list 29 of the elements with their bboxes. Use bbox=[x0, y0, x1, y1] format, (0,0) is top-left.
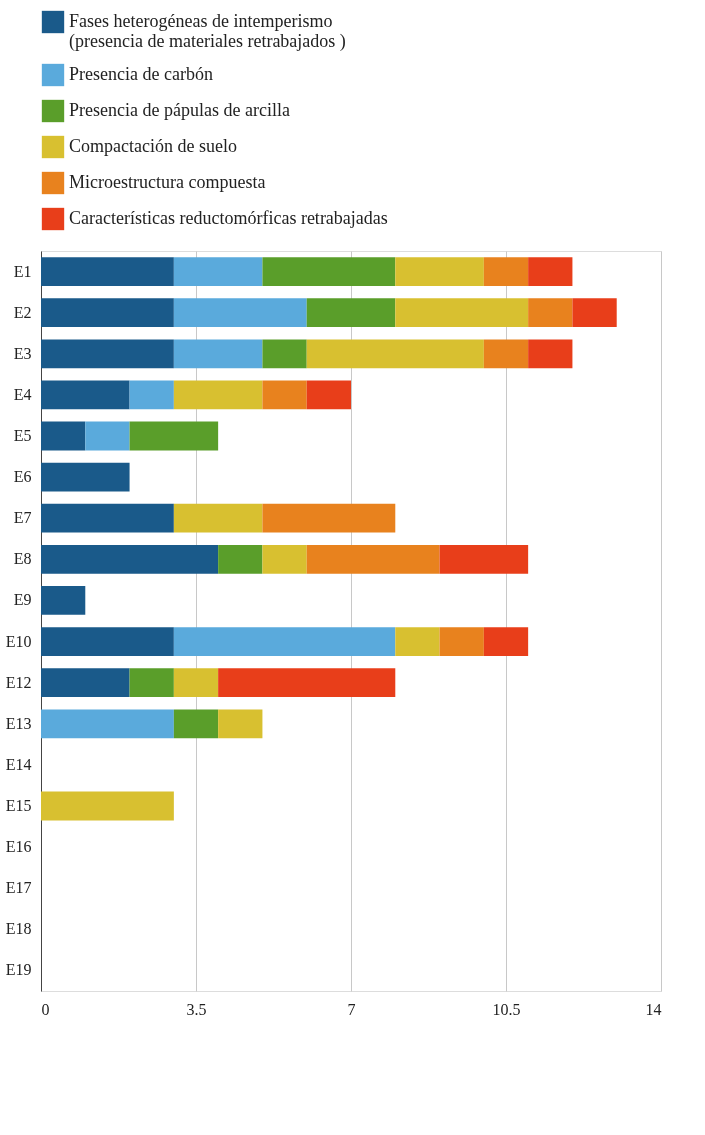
legend-label: Presencia de pápulas de arcilla bbox=[69, 100, 290, 120]
y-tick-label: E17 bbox=[5, 879, 32, 897]
y-tick-label: E16 bbox=[5, 838, 32, 856]
y-tick-label: E2 bbox=[13, 303, 32, 321]
x-tick-label: 7 bbox=[347, 1000, 356, 1018]
legend-label: Presencia de carbón bbox=[69, 64, 213, 84]
y-tick-label: E15 bbox=[5, 797, 32, 814]
y-tick-label: E18 bbox=[5, 920, 32, 938]
y-tick-label: E19 bbox=[5, 961, 32, 979]
y-tick-label: E12 bbox=[5, 673, 32, 691]
y-tick-label: E8 bbox=[13, 550, 32, 568]
y-tick-label: E10 bbox=[5, 632, 32, 650]
legend-label: Fases heterogéneas de intemperismo (presencia de materiales retrabajados ) bbox=[69, 11, 346, 52]
y-tick-label: E5 bbox=[13, 427, 32, 444]
y-tick-label: E13 bbox=[5, 714, 32, 732]
y-tick-label: E7 bbox=[13, 509, 32, 527]
y-tick-label: E9 bbox=[13, 591, 32, 609]
y-tick-label: E6 bbox=[13, 468, 32, 486]
y-tick-label: E14 bbox=[5, 755, 32, 773]
x-tick-label: 14 bbox=[645, 1000, 662, 1018]
legend-label: Características reductomórficas retrabajadas bbox=[69, 208, 388, 228]
x-tick-label: 3.5 bbox=[186, 1000, 207, 1018]
x-tick-label: 0 bbox=[41, 1000, 50, 1018]
legend-label: Microestructura compuesta bbox=[69, 172, 266, 192]
y-tick-label: E4 bbox=[13, 385, 32, 403]
legend-label: Compactación de suelo bbox=[69, 136, 237, 156]
y-tick-label: E1 bbox=[13, 262, 32, 280]
y-tick-label: E3 bbox=[13, 344, 32, 362]
x-tick-label: 10.5 bbox=[492, 1000, 521, 1018]
